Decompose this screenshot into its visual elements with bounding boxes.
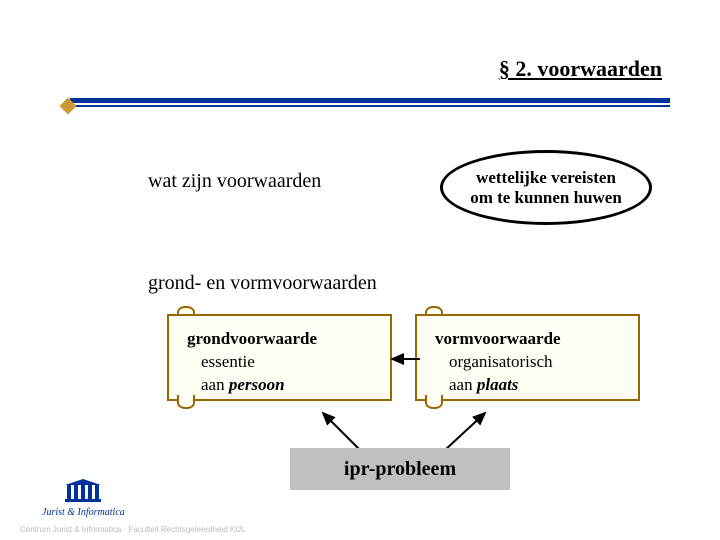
scroll-vormvoorwaarde: vormvoorwaarde organisatorisch aan plaat… — [415, 304, 640, 409]
logo-text: Jurist & Informatica — [42, 507, 125, 518]
scroll-body: grondvoorwaarde essentie aan persoon — [167, 314, 392, 401]
ellipse-wettelijke-vereisten: wettelijke vereisten om te kunnen huwen — [440, 150, 652, 225]
scroll1-line3-prefix: aan — [201, 375, 229, 394]
ipr-text: ipr-probleem — [344, 458, 456, 481]
logo-jurist-informatica: Jurist & Informatica — [42, 479, 125, 518]
section-title: § 2. voorwaarden — [499, 56, 662, 82]
scroll-curl-icon — [425, 395, 443, 409]
scroll2-line2: organisatorisch — [449, 351, 553, 374]
scroll1-line2: essentie — [201, 351, 255, 374]
temple-icon — [65, 479, 101, 505]
divider — [70, 98, 670, 107]
ellipse-text: wettelijke vereisten om te kunnen huwen — [463, 168, 629, 208]
scroll-curl-icon — [177, 395, 195, 409]
subheading-grond-en-vorm: grond- en vormvoorwaarden — [148, 272, 377, 295]
scroll1-line3-italic: persoon — [229, 375, 285, 394]
scroll-grondvoorwaarde: grondvoorwaarde essentie aan persoon — [167, 304, 392, 409]
ipr-probleem-box: ipr-probleem — [290, 448, 510, 490]
scroll2-line3-prefix: aan — [449, 375, 477, 394]
scroll2-title: vormvoorwaarde — [435, 329, 561, 348]
scroll1-title: grondvoorwaarde — [187, 329, 317, 348]
scroll-body: vormvoorwaarde organisatorisch aan plaat… — [415, 314, 640, 401]
scroll2-line3-italic: plaats — [477, 375, 519, 394]
subheading-wat-zijn: wat zijn voorwaarden — [148, 170, 321, 193]
footer-text: Centrum Jurist & Informatica · Faculteit… — [20, 525, 245, 534]
